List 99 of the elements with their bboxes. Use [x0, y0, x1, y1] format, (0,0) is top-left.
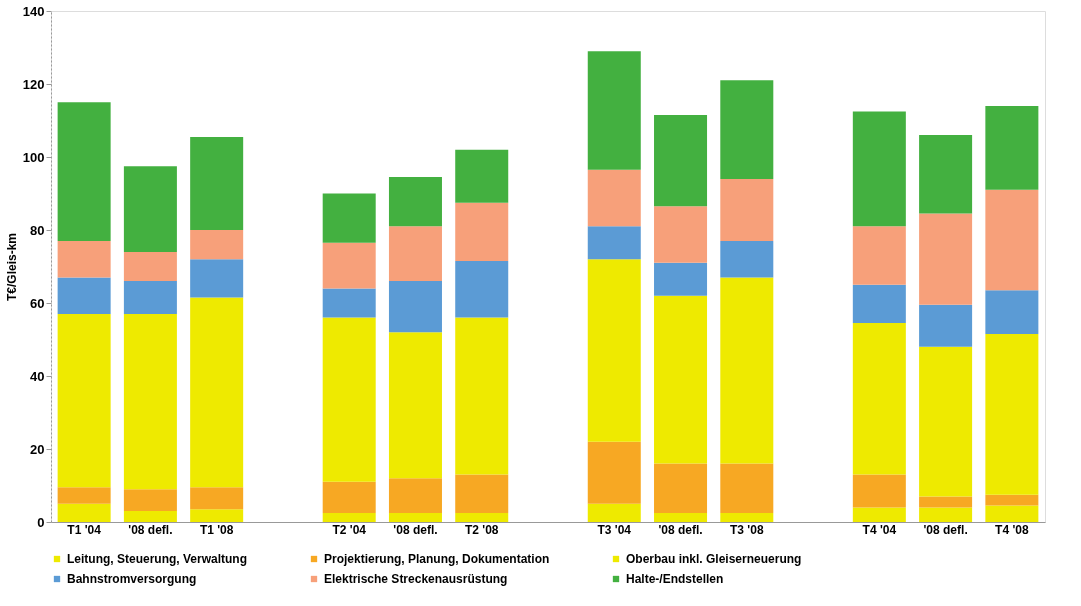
bar: [455, 474, 509, 513]
bar: [985, 105, 1039, 190]
y-tick-label: 0: [37, 514, 45, 530]
bar: [123, 166, 177, 252]
bar: [190, 487, 244, 510]
bar: [190, 259, 244, 298]
bar: [985, 290, 1039, 335]
bar: [654, 512, 708, 522]
x-tick-label: T3 '04: [597, 522, 632, 537]
bar: [720, 277, 774, 464]
bar: [388, 478, 442, 513]
bar: [190, 136, 244, 230]
y-axis-title: T€/Gleis-km: [4, 232, 19, 302]
bar: [190, 230, 244, 260]
legend-label: Projektierung, Planung, Dokumentation: [324, 552, 550, 566]
bar: [852, 226, 906, 285]
x-tick-label: '08 defl.: [923, 522, 968, 537]
bar: [455, 512, 509, 522]
bar: [720, 463, 774, 513]
y-tick-label: 80: [30, 222, 45, 238]
bar: [985, 189, 1039, 291]
x-tick-label: '08 defl.: [658, 522, 703, 537]
bar: [123, 313, 177, 490]
bar: [654, 463, 708, 513]
x-tick-label: '08 defl.: [128, 522, 173, 537]
legend-label: Elektrische Streckenausrüstung: [324, 572, 508, 586]
bar: [720, 178, 774, 241]
bar: [57, 313, 111, 488]
bar: [852, 507, 906, 522]
y-tick-label: 140: [22, 3, 45, 19]
x-tick-label: T4 '08: [995, 522, 1029, 537]
legend-label: Leitung, Steuerung, Verwaltung: [67, 552, 248, 566]
x-tick-label: T1 '04: [67, 522, 102, 537]
bar: [57, 503, 111, 522]
bar: [587, 169, 641, 227]
bar: [720, 80, 774, 179]
bar: [123, 251, 177, 282]
legend-label: Oberbau inkl. Gleiserneuerung: [626, 552, 802, 566]
bar: [388, 177, 442, 227]
bar: [985, 494, 1039, 506]
bar: [919, 135, 973, 214]
bar: [985, 334, 1039, 495]
bar: [852, 284, 906, 324]
x-tick-label: T2 '04: [332, 522, 367, 537]
legend-label: Bahnstromversorgung: [67, 572, 197, 586]
x-tick-label: T3 '08: [730, 522, 764, 537]
bar: [455, 317, 509, 475]
bar: [720, 240, 774, 278]
bar: [455, 149, 509, 203]
bar: [322, 193, 376, 243]
bar: [587, 441, 641, 504]
bar: [587, 503, 641, 522]
bar: [322, 288, 376, 318]
bar: [455, 261, 509, 318]
bar: [587, 226, 641, 260]
bar: [852, 474, 906, 508]
bar: [322, 317, 376, 482]
bar: [919, 304, 973, 347]
bar: [654, 262, 708, 296]
bar: [57, 277, 111, 314]
bar: [654, 206, 708, 263]
bar: [720, 512, 774, 522]
bar: [190, 297, 244, 488]
bar: [123, 489, 177, 512]
bar: [985, 505, 1039, 522]
x-tick-label: T4 '04: [862, 522, 897, 537]
bar: [919, 346, 973, 497]
bar: [190, 509, 244, 522]
bar: [388, 512, 442, 522]
bar: [455, 202, 509, 262]
bar: [852, 111, 906, 227]
bar: [57, 487, 111, 504]
bar: [852, 323, 906, 475]
bar: [654, 295, 708, 464]
y-tick-label: 100: [22, 149, 45, 165]
x-tick-label: T1 '08: [199, 522, 234, 537]
bar: [587, 259, 641, 442]
bar: [57, 240, 111, 278]
x-tick-label: '08 defl.: [393, 522, 438, 537]
bar: [123, 281, 177, 314]
bar: [388, 332, 442, 479]
bar: [919, 213, 973, 305]
bar: [322, 242, 376, 289]
bar: [388, 226, 442, 282]
y-tick-label: 120: [22, 76, 45, 92]
bar: [919, 507, 973, 522]
bar: [654, 115, 708, 207]
bar: [388, 281, 442, 333]
bar: [57, 102, 111, 241]
bar: [587, 51, 641, 170]
y-tick-label: 20: [30, 441, 45, 457]
bar: [123, 511, 177, 522]
x-tick-label: T2 '08: [464, 522, 499, 537]
legend-label: Halte-/Endstellen: [626, 572, 724, 586]
bar: [919, 496, 973, 508]
y-tick-label: 60: [30, 295, 45, 311]
bar: [322, 481, 376, 513]
bar: [322, 512, 376, 522]
y-tick-label: 40: [30, 368, 45, 384]
